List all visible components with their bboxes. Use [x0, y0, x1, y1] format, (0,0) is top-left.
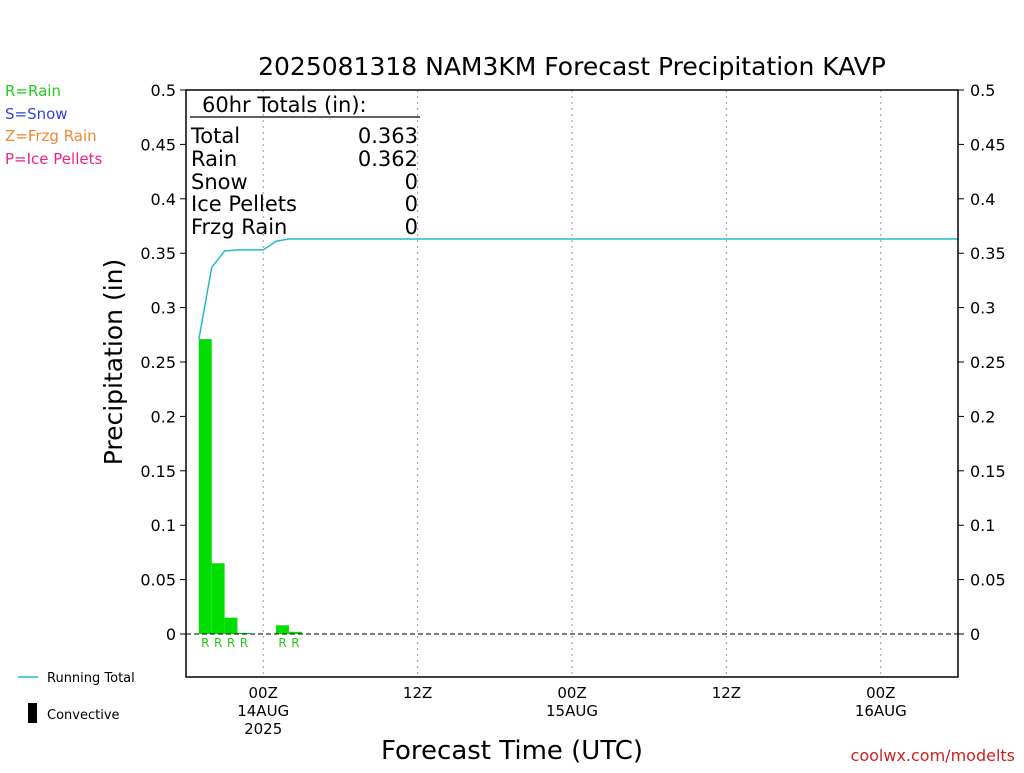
totals-label-snow: Snow — [191, 170, 248, 194]
legend-snow: S=Snow — [5, 105, 68, 123]
ptype-legend: R=Rain S=Snow Z=Frzg Rain P=Ice Pellets — [5, 82, 102, 168]
y-tick-label: 0.4 — [151, 190, 176, 209]
y-tick-label: 0.2 — [970, 407, 995, 426]
x-tick-label: 12Z — [403, 684, 432, 702]
y-tick-label: 0.5 — [151, 81, 176, 100]
running-total-legend-label: Running Total — [47, 671, 135, 686]
ptype-label: R — [227, 636, 235, 650]
y-tick-label: 0.1 — [151, 516, 176, 535]
y-tick-label: 0.45 — [140, 135, 176, 154]
totals-value-ice-pellets: 0 — [405, 192, 418, 216]
y-tick-label: 0.35 — [140, 244, 176, 263]
ptype-label: R — [291, 636, 299, 650]
totals-value-snow: 0 — [405, 170, 418, 194]
totals-box: 60hr Totals (in): Total 0.363 Rain 0.362… — [190, 93, 420, 239]
totals-label-frzg-rain: Frzg Rain — [191, 215, 287, 239]
x-tick-label: 15AUG — [546, 702, 598, 720]
watermark: coolwx.com/modelts — [851, 746, 1015, 765]
ptype-label: R — [201, 636, 209, 650]
y-tick-label: 0.15 — [140, 462, 176, 481]
legend-ice-pellets: P=Ice Pellets — [5, 150, 102, 168]
y-tick-label: 0.45 — [970, 135, 1006, 154]
rain-bar — [211, 563, 225, 634]
totals-value-rain: 0.362 — [358, 147, 418, 171]
y-axis-right: 0 0.05 0.1 0.15 0.2 0.25 0.3 0.35 0.4 0.45 0.5 — [958, 81, 1006, 644]
running-total-line — [198, 238, 958, 340]
legend-frzg-rain: Z=Frzg Rain — [5, 127, 97, 145]
rain-bar — [198, 339, 212, 634]
x-axis-label: Forecast Time (UTC) — [381, 736, 643, 766]
y-tick-label: 0.25 — [970, 353, 1006, 372]
x-tick-label: 14AUG — [237, 702, 289, 720]
y-tick-label: 0.25 — [140, 353, 176, 372]
plot-frame — [185, 89, 959, 678]
chart-title: 2025081318 NAM3KM Forecast Precipitation… — [258, 52, 886, 81]
y-axis-left: 0 0.05 0.1 0.15 0.2 0.25 0.3 0.35 0.4 0.45 0.5 — [140, 81, 186, 644]
totals-value-frzg-rain: 0 — [405, 215, 418, 239]
y-axis-label: Precipitation (in) — [99, 259, 128, 466]
totals-label-rain: Rain — [191, 147, 237, 171]
x-tick-label: 00Z — [866, 684, 895, 702]
rain-bar — [288, 631, 302, 634]
x-tick-label: 2025 — [244, 720, 282, 738]
y-tick-label: 0.2 — [151, 407, 176, 426]
x-tick-label: 12Z — [712, 684, 741, 702]
y-tick-label: 0.05 — [970, 571, 1006, 590]
y-tick-label: 0.3 — [970, 299, 995, 318]
y-tick-label: 0.1 — [970, 516, 995, 535]
rain-bars — [198, 339, 302, 634]
ptype-label: R — [214, 636, 222, 650]
convective-legend-label: Convective — [47, 708, 120, 723]
totals-value-total: 0.363 — [358, 124, 418, 148]
series-legend: Running Total Convective — [18, 671, 135, 723]
rain-bar — [224, 617, 238, 634]
totals-label-ice-pellets: Ice Pellets — [191, 192, 297, 216]
totals-header: 60hr Totals (in): — [202, 93, 367, 117]
convective-swatch — [28, 703, 37, 723]
x-tick-label: 16AUG — [855, 702, 907, 720]
y-tick-label: 0 — [166, 625, 176, 644]
x-tick-label: 00Z — [249, 684, 278, 702]
y-tick-label: 0.35 — [970, 244, 1006, 263]
y-tick-label: 0.3 — [151, 299, 176, 318]
grid-lines — [262, 90, 882, 677]
ptype-label: R — [240, 636, 248, 650]
y-tick-label: 0.5 — [970, 81, 995, 100]
rain-bar — [276, 625, 289, 634]
rain-bar — [237, 632, 251, 634]
x-tick-label: 00Z — [557, 684, 586, 702]
totals-label-total: Total — [190, 124, 240, 148]
y-tick-label: 0.05 — [140, 571, 176, 590]
y-tick-label: 0.15 — [970, 462, 1006, 481]
legend-rain: R=Rain — [5, 82, 61, 100]
y-tick-label: 0.4 — [970, 190, 995, 209]
y-tick-label: 0 — [970, 625, 980, 644]
ptype-label: R — [278, 636, 286, 650]
